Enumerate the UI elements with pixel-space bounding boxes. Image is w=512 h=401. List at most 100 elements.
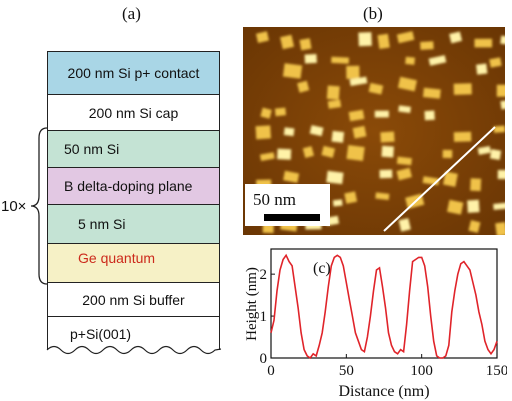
quantum-dot-island [447,199,464,215]
quantum-dot-island [379,169,393,179]
layer-label: Ge quantum [78,250,156,266]
layer-si-buffer: 200 nm Si buffer [47,282,220,317]
quantum-dot-island [302,146,315,158]
layer-b-delta-doping: B delta-doping plane [47,167,220,205]
quantum-dot-island [262,223,274,234]
quantum-dot-island [255,31,269,43]
quantum-dot-island [443,171,458,187]
quantum-dot-island [326,85,340,100]
profile-line [383,126,496,232]
quantum-dot-island [368,82,384,95]
quantum-dot-island [377,33,390,49]
quantum-dot-island [453,83,472,95]
quantum-dot-island [396,31,415,44]
scale-bar-label: 50 nm [253,190,296,209]
quantum-dot-island [283,170,300,183]
quantum-dot-island [331,130,345,143]
quantum-dot-island [332,199,343,207]
layer-label: 50 nm Si [64,141,120,157]
quantum-dot-island [405,56,416,65]
layer-50nm-si: 50 nm Si [47,130,220,168]
quantum-dot-island [349,76,368,86]
layer-label: B delta-doping plane [64,178,193,194]
quantum-dot-island [346,65,360,80]
quantum-dot-island [321,145,336,158]
quantum-dot-island [493,125,505,133]
x-tick-label: 150 [486,363,507,379]
quantum-dot-island [398,105,411,114]
layer-5nm-si: 5 nm Si [47,204,220,244]
y-tick-label: 0 [260,351,268,367]
quantum-dot-island [274,107,287,117]
repeat-brace [30,127,48,285]
quantum-dot-island [283,127,295,137]
x-axis-label: Distance (nm) [338,383,429,400]
quantum-dot-island [380,131,395,143]
quantum-dot-island [331,56,350,64]
quantum-dot-island [493,202,505,210]
quantum-dot-island [467,199,480,213]
layer-label: 200 nm Si p+ contact [67,65,200,81]
quantum-dot-island [327,99,342,109]
series-line [270,253,498,360]
quantum-dot-island [348,109,365,122]
quantum-dot-island [309,125,324,137]
quantum-dot-island [424,110,435,121]
scale-bar [264,214,320,221]
quantum-dot-island [282,63,303,79]
quantum-dot-island [477,146,491,155]
quantum-dot-island [326,170,344,185]
substrate-wavy-edge [46,345,222,355]
quantum-dot-island [299,38,312,51]
quantum-dot-island [489,149,502,160]
quantum-dot-island [474,38,493,48]
quantum-dot-island [260,107,272,119]
quantum-dot-island [500,99,505,110]
layer-substrate: p+Si(001) [47,316,220,350]
quantum-dot-island [396,156,412,166]
quantum-dot-island [255,125,271,140]
x-tick-label: 50 [339,363,354,379]
quantum-dot-island [352,125,367,139]
layer-si-cap: 200 nm Si cap [47,94,220,131]
quantum-dot-island [344,191,358,204]
plot-frame [270,248,498,359]
repeat-count-label: 10× [1,198,27,215]
height-profile-chart: 0 50 100 150 0 1 2 (c) Distance (nm) Height (n… [244,248,507,400]
x-tick-label: 100 [410,363,433,379]
quantum-dot-island [396,167,412,181]
quantum-dot-island [397,76,418,92]
panel-c-label: (c) [313,260,331,277]
layer-label: 200 nm Si buffer [82,291,185,308]
x-tick-label: 0 [267,363,275,379]
quantum-dot-island [398,218,411,232]
panel-b-label: (b) [363,4,383,23]
quantum-dot-island [420,41,434,50]
quantum-dot-island [277,148,292,160]
quantum-dot-island [470,178,482,192]
quantum-dot-island [280,34,295,50]
quantum-dot-island [476,63,488,75]
layer-label: 5 nm Si [78,216,126,232]
layer-p-contact: 200 nm Si p+ contact [47,51,220,95]
quantum-dot-island [489,57,502,68]
quantum-dot-island [442,149,453,159]
quantum-dot-island [497,170,505,180]
quantum-dot-island [374,110,389,118]
y-tick-label: 2 [260,267,268,283]
y-tick-label: 1 [260,309,268,325]
panel-a-label: (a) [122,4,141,23]
quantum-dot-island [453,131,472,142]
quantum-dot-island [428,55,447,66]
quantum-dot-island [381,145,394,158]
layer-label: p+Si(001) [70,325,132,342]
quantum-dot-island [495,221,505,235]
layer-label: 200 nm Si cap [88,104,179,121]
quantum-dot-island [375,192,390,201]
y-axis-label: Height (nm) [244,267,260,341]
quantum-dot-island [259,152,275,161]
quantum-dot-island [346,144,365,162]
quantum-dot-island [500,35,505,46]
quantum-dot-island [297,80,310,93]
quantum-dot-island [304,53,317,64]
